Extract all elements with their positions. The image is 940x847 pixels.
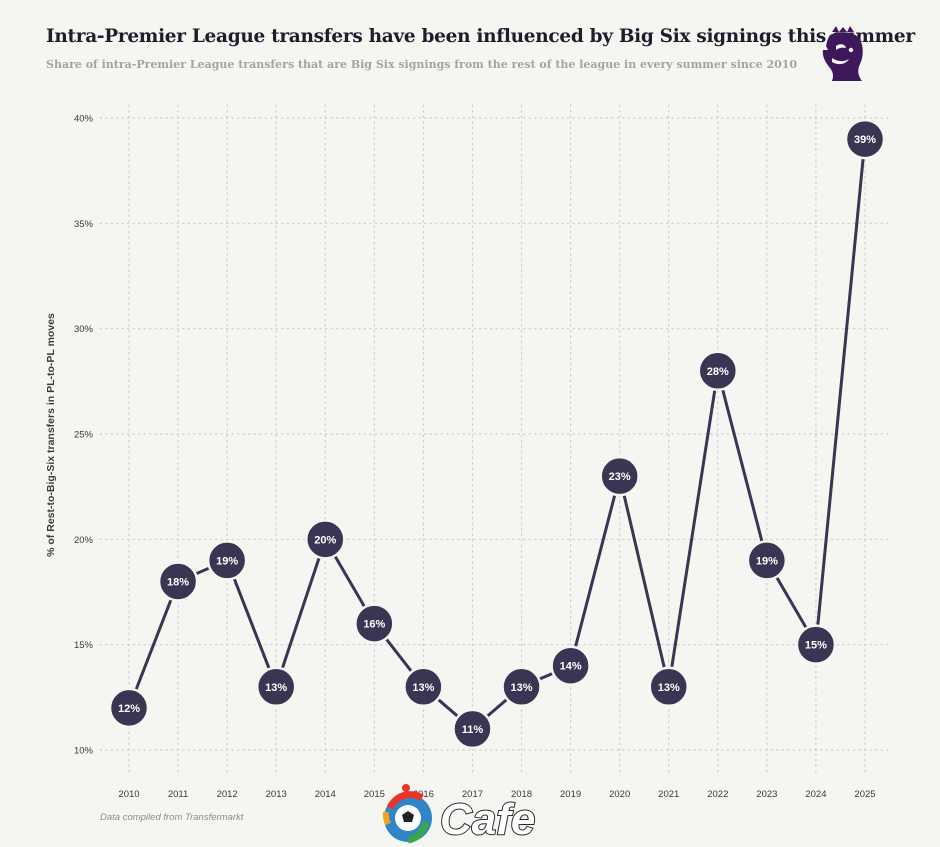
series-segment: [569, 474, 622, 668]
data-point: 19%: [206, 540, 248, 581]
data-point-marker: [501, 666, 542, 708]
data-point-marker: [746, 540, 788, 581]
data-point-marker: [550, 645, 591, 686]
series-segment: [127, 579, 180, 710]
series-layer: [127, 137, 867, 731]
data-point: 13%: [501, 666, 542, 708]
data-point: 19%: [746, 540, 788, 581]
data-label: 15%: [805, 640, 827, 652]
x-tick-label: 2016: [413, 789, 434, 800]
data-point: 14%: [550, 645, 591, 686]
x-tick-label: 2018: [511, 789, 532, 800]
y-tick-label: 25%: [74, 430, 94, 441]
data-point: 12%: [108, 687, 150, 729]
y-axis-label: % of Rest-to-Big-Six transfers in PL-to-…: [45, 313, 57, 557]
data-label: 19%: [756, 555, 778, 567]
x-tick-label: 2012: [217, 789, 238, 800]
source-note: Data compiled from Transfermarkt: [100, 812, 244, 823]
data-point-marker: [255, 666, 297, 708]
series-segment: [618, 474, 671, 689]
data-label: 12%: [118, 703, 140, 715]
series-segment: [667, 369, 720, 689]
series-segment: [814, 137, 867, 647]
data-point: 16%: [354, 603, 395, 644]
data-point-marker: [305, 519, 346, 560]
x-tick-label: 2013: [266, 789, 287, 800]
data-point: 23%: [599, 455, 640, 497]
cafe-watermark: Cafe: [382, 784, 536, 845]
x-tick-label: 2025: [854, 789, 875, 800]
data-label: 13%: [511, 682, 533, 694]
data-point: 13%: [648, 666, 689, 708]
data-point-marker: [795, 624, 837, 665]
data-point-marker: [452, 708, 493, 750]
x-tick-label: 2024: [805, 789, 826, 800]
x-tick-label: 2021: [658, 789, 679, 800]
y-tick-label: 10%: [74, 746, 94, 757]
chart-subtitle: Share of intra-Premier League transfers …: [46, 58, 798, 71]
x-tick-label: 2023: [756, 789, 777, 800]
y-axis: 10% 15% 20% 25% 30% 35% 40%: [74, 114, 94, 757]
data-label: 28%: [707, 366, 729, 378]
y-tick-label: 35%: [74, 219, 94, 230]
data-point: 20%: [305, 519, 346, 560]
x-tick-label: 2014: [315, 789, 336, 800]
data-point: 15%: [795, 624, 837, 665]
x-tick-label: 2022: [707, 789, 728, 800]
x-axis: 2010 2011 2012 2013 2014 2015 2016 2017 2018 2019…: [118, 789, 875, 800]
data-point: 18%: [157, 561, 199, 602]
data-point-marker: [206, 540, 248, 581]
y-tick-label: 20%: [74, 535, 94, 546]
data-point-marker: [403, 666, 444, 708]
watermark-text: Cafe: [440, 795, 535, 844]
data-label: 19%: [216, 555, 238, 567]
series-segment: [716, 369, 769, 562]
x-tick-label: 2019: [560, 789, 581, 800]
x-tick-label: 2017: [462, 789, 483, 800]
data-label: 11%: [462, 724, 484, 736]
data-point-marker: [697, 350, 739, 392]
data-label: 16%: [363, 619, 385, 631]
data-point: 13%: [403, 666, 444, 708]
series-segment: [274, 537, 327, 689]
data-point-marker: [844, 118, 886, 160]
series-segment: [225, 558, 278, 689]
data-label: 13%: [658, 682, 680, 694]
data-point: 11%: [452, 708, 493, 750]
y-tick-label: 15%: [74, 640, 94, 651]
soccer-ball-icon: [382, 784, 432, 844]
data-point-marker: [648, 666, 689, 708]
data-point: 39%: [844, 118, 886, 160]
y-tick-label: 30%: [74, 324, 94, 335]
data-label: 39%: [854, 134, 876, 146]
y-tick-label: 40%: [74, 114, 94, 125]
x-tick-label: 2020: [609, 789, 630, 800]
data-point-marker: [157, 561, 199, 602]
data-label: 14%: [560, 661, 582, 673]
grid-layer: [99, 104, 891, 773]
data-label: 13%: [265, 682, 287, 694]
marker-layer: 12% 18% 19% 13% 20% 16% 13% 11% 13% 14% 23% 13% 28% 1…: [108, 118, 886, 750]
data-point-marker: [354, 603, 395, 644]
data-point: 28%: [697, 350, 739, 392]
data-label: 20%: [314, 534, 336, 546]
data-point-marker: [108, 687, 150, 729]
data-label: 23%: [609, 471, 631, 483]
data-label: 13%: [412, 682, 434, 694]
premier-league-lion-icon: [822, 26, 863, 81]
data-point: 13%: [255, 666, 297, 708]
x-tick-label: 2011: [168, 789, 188, 800]
data-label: 18%: [167, 576, 189, 588]
data-point-marker: [599, 455, 640, 497]
chart-title: Intra-Premier League transfers have been…: [46, 26, 915, 47]
x-tick-label: 2010: [118, 789, 139, 800]
x-tick-label: 2015: [364, 789, 385, 800]
